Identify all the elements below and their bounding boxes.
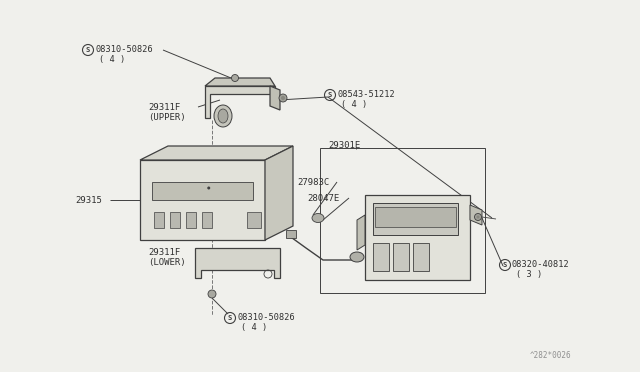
Polygon shape — [205, 86, 275, 118]
Bar — [320, 148, 485, 293]
Text: 29301E: 29301E — [328, 141, 360, 150]
Ellipse shape — [214, 105, 232, 127]
Bar — [413, 243, 429, 271]
Bar — [152, 182, 253, 200]
Bar — [365, 195, 470, 280]
Text: 08310-50826: 08310-50826 — [237, 313, 295, 322]
Text: 29311F: 29311F — [148, 248, 180, 257]
Circle shape — [279, 94, 287, 102]
Text: (UPPER): (UPPER) — [148, 113, 186, 122]
Text: ( 4 ): ( 4 ) — [241, 323, 268, 332]
Circle shape — [281, 96, 285, 100]
Circle shape — [474, 214, 481, 221]
Circle shape — [208, 290, 216, 298]
Text: 29311F: 29311F — [148, 103, 180, 112]
Text: S: S — [503, 262, 507, 268]
Polygon shape — [270, 86, 280, 110]
Bar — [154, 212, 164, 228]
Text: S: S — [86, 47, 90, 53]
Polygon shape — [357, 215, 365, 250]
Bar — [170, 212, 180, 228]
Text: ( 3 ): ( 3 ) — [516, 270, 542, 279]
Polygon shape — [470, 205, 482, 225]
Ellipse shape — [350, 252, 364, 262]
Bar — [286, 230, 296, 238]
Circle shape — [232, 74, 239, 81]
Ellipse shape — [312, 214, 324, 222]
Bar — [373, 243, 389, 271]
Text: ( 4 ): ( 4 ) — [99, 55, 125, 64]
Bar — [247, 212, 261, 228]
Polygon shape — [140, 160, 265, 240]
Text: 08320-40812: 08320-40812 — [512, 260, 570, 269]
Text: 29315: 29315 — [75, 196, 102, 205]
Text: ( 4 ): ( 4 ) — [341, 100, 367, 109]
Text: 27983C: 27983C — [297, 178, 329, 187]
Text: (LOWER): (LOWER) — [148, 258, 186, 267]
Polygon shape — [195, 248, 280, 278]
Text: 08310-50826: 08310-50826 — [95, 45, 153, 54]
Circle shape — [477, 215, 479, 218]
Bar — [393, 243, 409, 271]
Polygon shape — [265, 146, 293, 240]
Bar — [373, 203, 458, 235]
Polygon shape — [205, 78, 275, 86]
Text: S: S — [328, 92, 332, 98]
Text: S: S — [228, 315, 232, 321]
Bar — [186, 212, 196, 228]
Bar — [375, 207, 456, 227]
Bar — [202, 212, 212, 228]
Text: ^282*0026: ^282*0026 — [530, 351, 572, 360]
Text: 08543-51212: 08543-51212 — [337, 90, 395, 99]
Text: 28047E: 28047E — [307, 194, 339, 203]
Circle shape — [207, 186, 211, 189]
Ellipse shape — [218, 109, 228, 123]
Polygon shape — [140, 146, 293, 160]
